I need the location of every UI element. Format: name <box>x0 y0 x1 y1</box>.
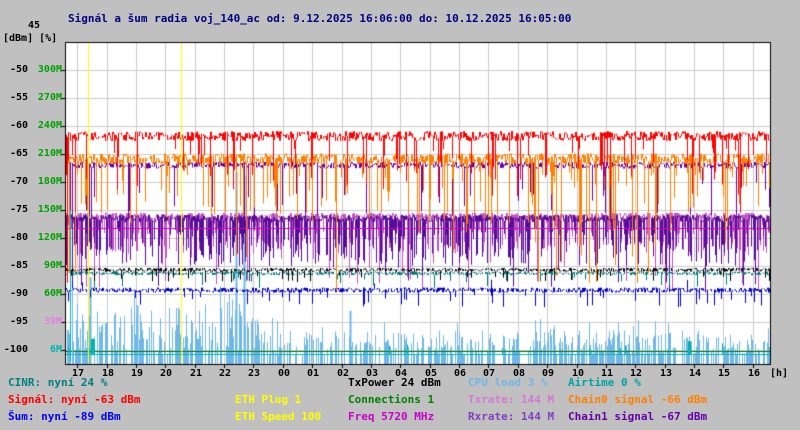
legend-chain0: Chain0 signal -66 dBm <box>568 393 708 406</box>
legend-cinr: CINR: nyní 24 % <box>8 376 108 389</box>
legend-noise: Šum: nyní -89 dBm <box>8 410 121 423</box>
legend-airtime: Airtime 0 % <box>568 376 641 389</box>
legend-chain1: Chain1 signal -67 dBm <box>568 410 708 423</box>
legend-txpower: TxPower 24 dBm <box>348 376 441 389</box>
legend-txrate: Txrate: 144 M <box>468 393 555 406</box>
legend-freq: Freq 5720 MHz <box>348 410 435 423</box>
legend-cpu-load: CPU load 3 % <box>468 376 548 389</box>
legend-eth-plug: ETH Plug 1 <box>235 393 302 406</box>
chart-title: Signál a šum radia voj_140_ac od: 9.12.2… <box>68 12 572 25</box>
legend-connections: Connections 1 <box>348 393 435 406</box>
legend-eth-speed: ETH Speed 100 <box>235 410 322 423</box>
legend-rxrate: Rxrate: 144 M <box>468 410 555 423</box>
legend-signal: Signál: nyní -63 dBm <box>8 393 141 406</box>
